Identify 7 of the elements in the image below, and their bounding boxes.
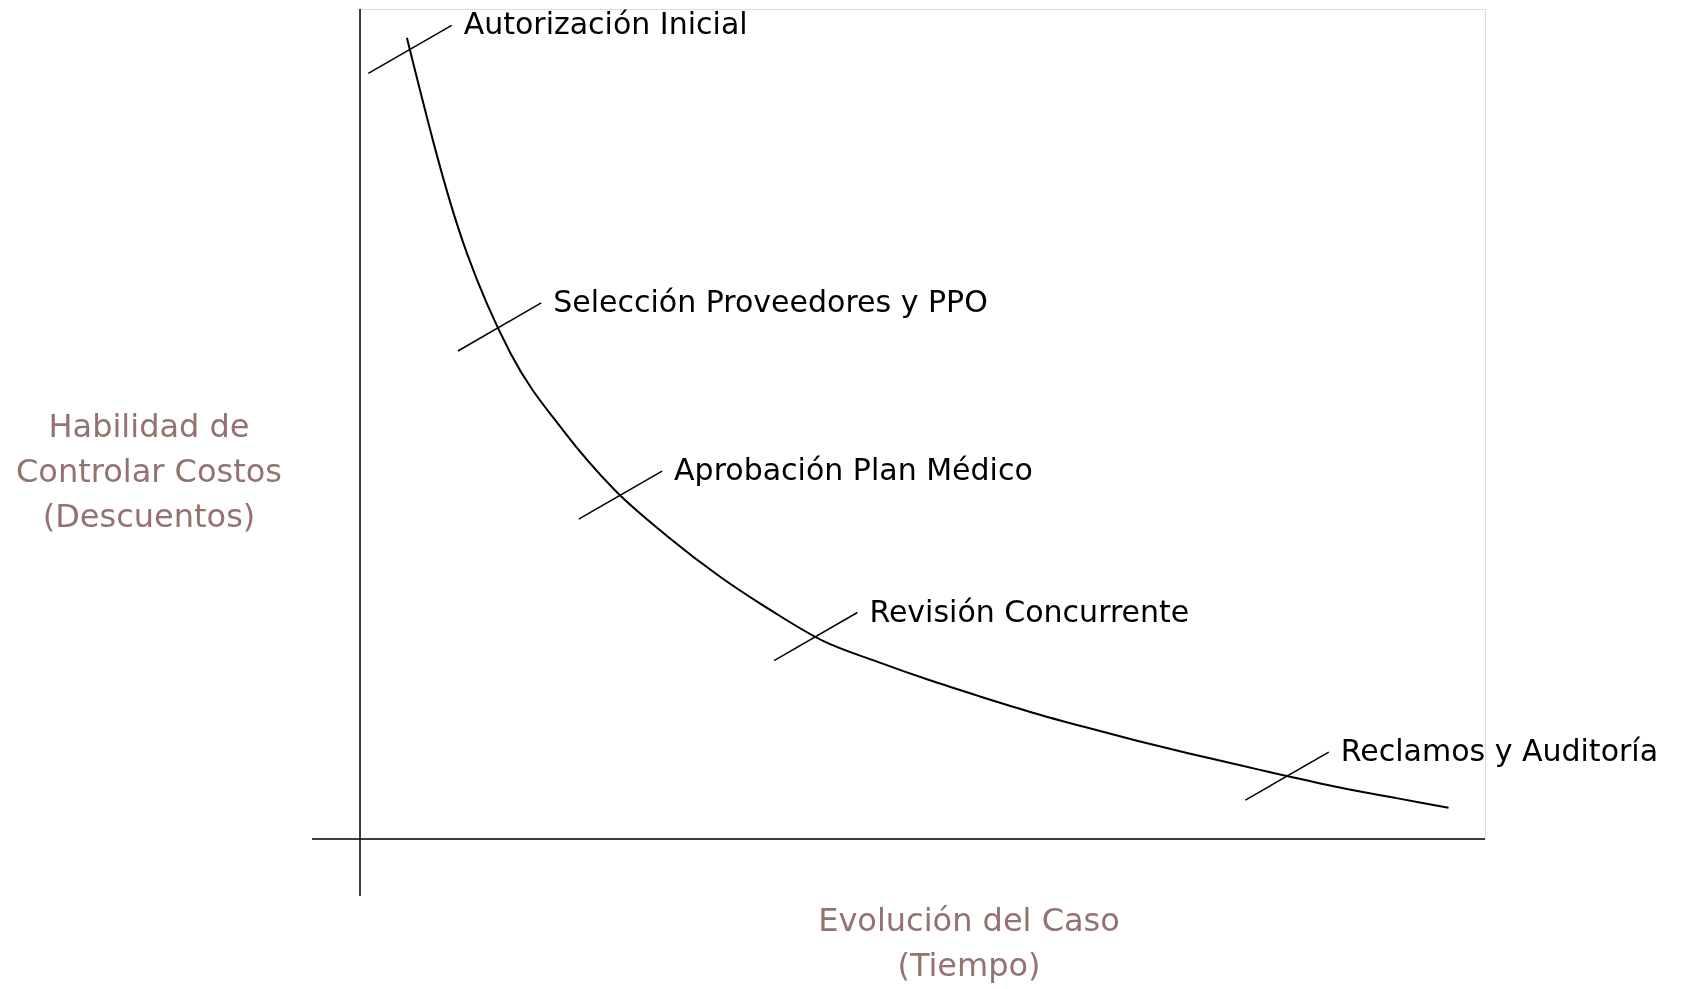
annotation: Reclamos y Auditoría [1340, 733, 1659, 769]
annotation: Revisión Concurrente [869, 593, 1190, 629]
y-axis-title: Habilidad de Controlar Costos (Descuentos) [16, 407, 282, 535]
annotation: Selección Proveedores y PPO [553, 283, 988, 319]
x-axis-title: Evolución del Caso (Tiempo) [818, 901, 1120, 984]
annotation: Autorización Inicial [463, 6, 748, 42]
annotation: Aprobación Plan Médico [674, 452, 1033, 488]
